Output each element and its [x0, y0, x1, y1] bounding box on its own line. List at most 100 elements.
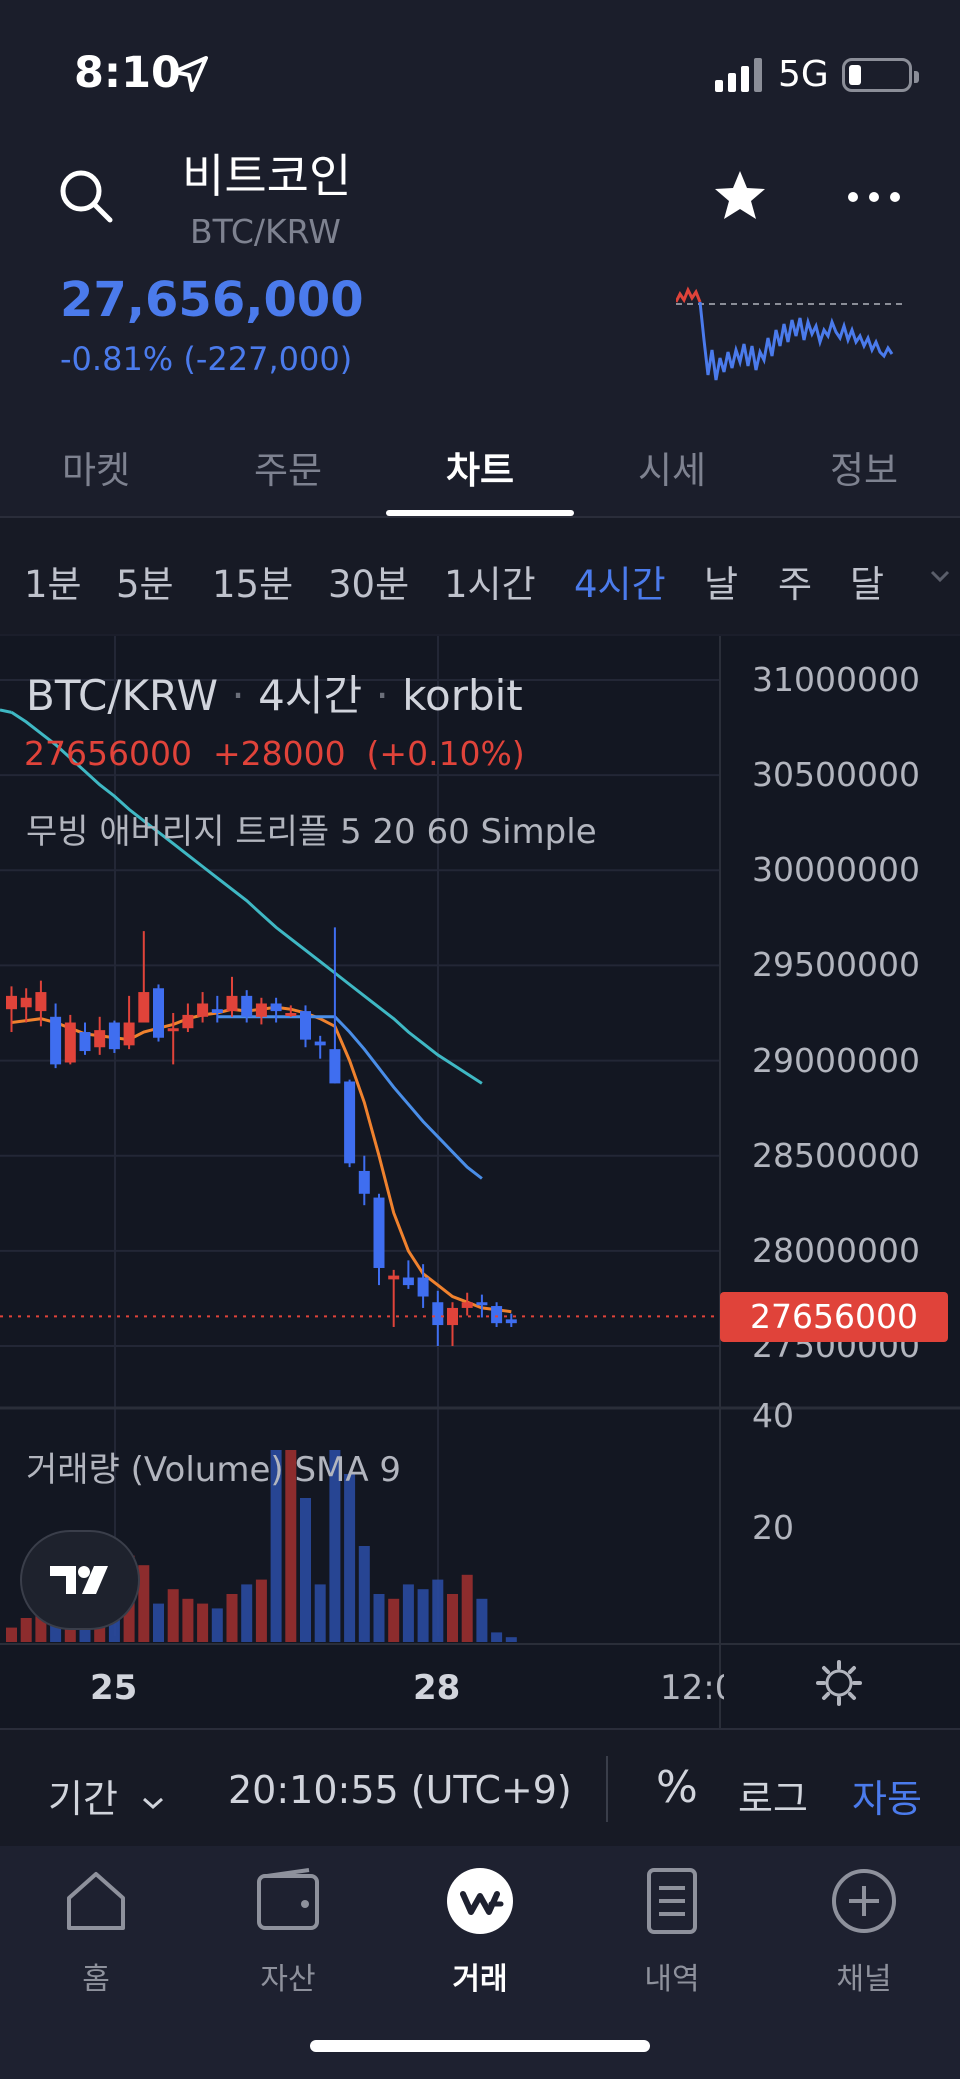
period-dropdown[interactable]: 기간	[48, 1768, 166, 1823]
volume-bar	[167, 1589, 179, 1642]
period-label: 기간	[48, 1777, 118, 1821]
home-icon	[67, 1872, 125, 1930]
sparkline	[676, 286, 902, 381]
main-tabs: 마켓 주문 차트 시세 정보	[0, 440, 960, 518]
x-tick-12: 12:0	[660, 1668, 724, 1708]
y-tick-label: 28500000	[752, 1135, 920, 1175]
candle-body	[153, 988, 164, 1038]
legend-interval: 4시간	[258, 671, 363, 720]
tab-order[interactable]: 주문	[253, 449, 323, 492]
percent-toggle[interactable]: %	[656, 1762, 698, 1813]
interval-30m[interactable]: 30분	[328, 563, 410, 606]
home-indicator	[310, 2040, 650, 2052]
volume-bar	[255, 1579, 267, 1642]
nav-assets-label: 자산	[260, 1962, 316, 1997]
candle-body	[358, 1170, 370, 1194]
auto-toggle[interactable]: 자동	[852, 1777, 922, 1821]
y-tick-label: 28000000	[752, 1230, 920, 1270]
nav-assets[interactable]: 자산	[192, 1866, 384, 1998]
volume-bar	[226, 1594, 238, 1642]
nav-history-label: 내역	[644, 1962, 700, 1997]
list-icon	[647, 1868, 697, 1934]
battery-icon	[842, 58, 919, 92]
interval-5m[interactable]: 5분	[116, 563, 174, 606]
tab-quote[interactable]: 시세	[637, 449, 707, 492]
active-tab-indicator	[386, 510, 574, 516]
interval-week[interactable]: 주	[778, 563, 813, 606]
volume-legend: 거래량 (Volume) SMA 9	[26, 1450, 402, 1490]
volume-bar	[432, 1579, 444, 1642]
candle-body	[6, 995, 17, 1010]
candle-body	[344, 1081, 356, 1164]
tradingview-logo[interactable]	[20, 1530, 140, 1630]
more-icon[interactable]	[846, 190, 902, 204]
volume-bar	[344, 1474, 356, 1642]
log-toggle[interactable]: 로그	[738, 1777, 808, 1821]
nav-trade-label: 거래	[452, 1962, 508, 1997]
candle-body	[476, 1302, 488, 1306]
candle-body	[197, 1003, 209, 1017]
volume-bar	[417, 1589, 429, 1642]
nav-history[interactable]: 내역	[576, 1866, 768, 1998]
y-tick-label: 30500000	[752, 755, 920, 795]
candle-body	[123, 1022, 135, 1046]
interval-15m[interactable]: 15분	[212, 563, 294, 606]
moving-average-line	[0, 708, 12, 714]
candle-body	[182, 1014, 194, 1029]
nav-home[interactable]: 홈	[0, 1866, 192, 1998]
candle-body	[79, 1032, 91, 1052]
candle-body	[138, 992, 150, 1023]
volume-bar	[285, 1450, 297, 1642]
tab-market[interactable]: 마켓	[61, 449, 131, 492]
nav-home-label: 홈	[82, 1962, 110, 1997]
candlestick-chart[interactable]	[0, 636, 960, 1728]
interval-4h[interactable]: 4시간	[574, 563, 666, 606]
candle-body	[314, 1041, 326, 1046]
search-icon[interactable]	[56, 166, 116, 226]
volume-bar	[211, 1608, 223, 1642]
candle-body	[64, 1022, 76, 1063]
ma-legend: 무빙 애버리지 트리플 5 20 60 Simple	[26, 812, 597, 852]
candle-body	[432, 1302, 444, 1326]
nav-trade[interactable]: 거래	[384, 1866, 576, 1998]
tabs-divider	[0, 516, 960, 518]
tab-chart[interactable]: 차트	[445, 449, 515, 492]
chart-area[interactable]	[0, 636, 960, 1728]
x-tick-28: 28	[413, 1668, 461, 1708]
volume-bar	[358, 1546, 370, 1642]
volume-bar	[79, 1622, 91, 1642]
y-tick-label: 30000000	[752, 850, 920, 890]
chevron-down-icon[interactable]	[928, 568, 952, 584]
candle-body	[285, 1013, 297, 1016]
volume-bar	[505, 1637, 517, 1642]
tradingview-icon	[50, 1566, 108, 1594]
trade-icon	[447, 1868, 513, 1934]
candle-body	[461, 1302, 473, 1308]
star-icon[interactable]	[712, 168, 768, 224]
tab-info[interactable]: 정보	[829, 449, 899, 492]
candle-body	[270, 1003, 282, 1012]
time-display[interactable]: 20:10:55 (UTC+9)	[228, 1768, 572, 1812]
plus-circle-icon	[832, 1869, 896, 1933]
location-arrow-icon	[172, 56, 208, 92]
interval-month[interactable]: 달	[850, 563, 885, 606]
volume-bar	[241, 1584, 253, 1642]
interval-1h[interactable]: 1시간	[444, 563, 536, 606]
candle-body	[50, 1016, 62, 1065]
volume-bar	[476, 1598, 488, 1642]
settings-icon[interactable]	[816, 1660, 862, 1706]
volume-bar	[153, 1603, 164, 1642]
interval-1m[interactable]: 1분	[24, 563, 82, 606]
candle-body	[255, 1003, 267, 1017]
x-tick-25: 25	[90, 1668, 138, 1708]
volume-bar	[197, 1603, 209, 1642]
volume-bar	[373, 1594, 385, 1642]
current-price: 27,656,000	[60, 272, 364, 328]
candle-body	[402, 1277, 414, 1286]
candle-body	[226, 995, 238, 1012]
volume-bar	[6, 1627, 17, 1642]
nav-channel[interactable]: 채널	[768, 1866, 960, 1998]
status-bar: 8:10 5G	[0, 0, 960, 150]
nav-channel-label: 채널	[836, 1962, 892, 1997]
interval-day[interactable]: 날	[704, 563, 739, 606]
